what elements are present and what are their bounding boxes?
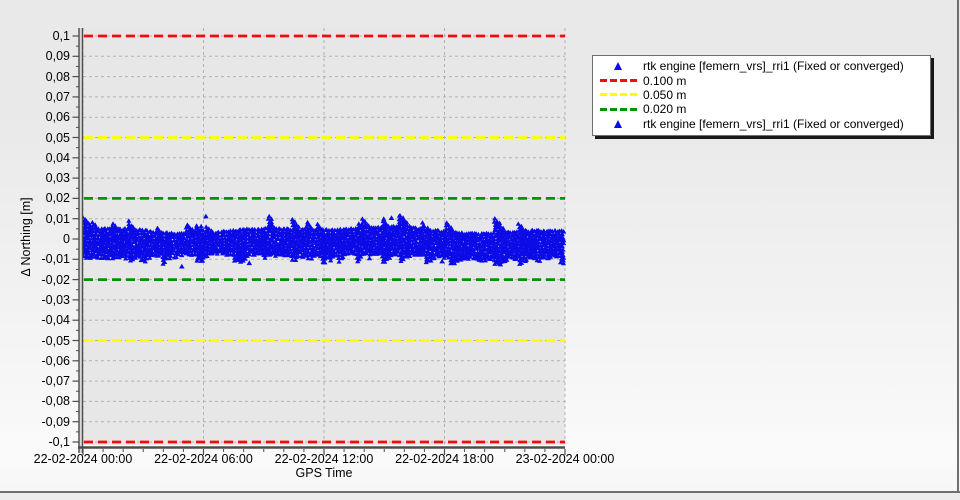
x-tick-label: 22-02-2024 18:00 [395,452,494,466]
triangle-icon [614,62,622,71]
x-tick-label: 23-02-2024 00:00 [515,452,615,466]
y-tick-label: -0,09 [41,414,71,429]
dash-icon [619,107,627,111]
y-tick-label: -0,07 [41,374,71,389]
y-tick-label: 0,05 [45,130,70,145]
window-bottom-strip [0,493,960,500]
y-tick-label: 0,03 [45,171,70,186]
legend-entry-label: 0.050 m [643,87,687,102]
legend-entry[interactable]: 0.050 m [593,88,930,102]
y-tick-label: -0,01 [41,252,71,267]
y-tick-label: 0,1 [52,29,70,43]
y-tick-label: -0,04 [41,313,71,328]
legend-triangle-marker-icon [593,62,643,71]
x-tick-label: 22-02-2024 06:00 [154,452,253,466]
legend-dashed-line-icon [593,79,643,83]
legend[interactable]: rtk engine [femern_vrs]_rri1 (Fixed or c… [592,55,931,136]
legend-entry[interactable]: 0.020 m [593,102,930,116]
window-right-border [957,0,959,500]
dash-icon [629,93,637,97]
dash-icon [619,79,627,83]
y-tick-label: 0,04 [45,150,70,165]
y-tick-label: 0,02 [45,191,70,206]
dash-icon [609,79,617,83]
dash-icon [609,93,617,97]
y-tick-label: 0,06 [45,110,70,125]
legend-entry[interactable]: rtk engine [femern_vrs]_rri1 (Fixed or c… [593,117,930,131]
legend-entry-label: rtk engine [femern_vrs]_rri1 (Fixed or c… [643,116,904,131]
dash-icon [609,107,617,111]
y-tick-label: -0,02 [41,272,71,287]
y-tick-label: -0,1 [48,435,70,449]
dash-icon [599,93,607,97]
y-tick-label: -0,03 [41,292,71,307]
y-tick-label: 0,07 [45,89,70,104]
legend-entry[interactable]: rtk engine [femern_vrs]_rri1 (Fixed or c… [593,59,930,73]
legend-triangle-marker-icon [593,119,643,128]
legend-entry-label: 0.100 m [643,73,687,88]
legend-dashed-line-icon [593,93,643,97]
y-tick-label: 0 [63,232,70,246]
dash-icon [599,79,607,83]
y-tick-label: 0,01 [45,211,70,226]
y-tick-label: -0,06 [41,353,71,368]
dash-icon [629,79,637,83]
legend-dashed-line-icon [593,107,643,111]
dash-icon [599,107,607,111]
legend-entry[interactable]: 0.100 m [593,73,930,88]
x-tick-label: 22-02-2024 12:00 [274,452,374,466]
window-bottom-border [0,491,960,493]
triangle-icon [614,119,622,128]
dash-icon [619,93,627,97]
y-tick-label: 0,08 [45,69,70,84]
legend-entry-label: rtk engine [femern_vrs]_rri1 (Fixed or c… [643,59,904,74]
y-tick-label: 0,09 [45,49,70,64]
y-tick-label: -0,05 [41,333,71,348]
y-tick-label: -0,08 [41,394,71,409]
x-tick-label: 22-02-2024 00:00 [33,452,133,466]
dash-icon [629,107,637,111]
legend-entry-label: 0.020 m [643,102,687,117]
x-axis-title: GPS Time [295,466,353,480]
